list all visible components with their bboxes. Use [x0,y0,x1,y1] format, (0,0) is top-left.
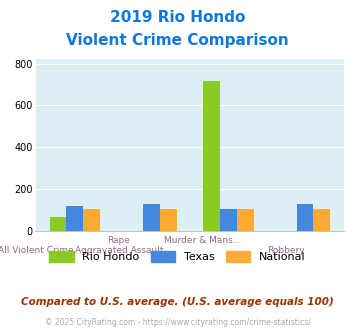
Legend: Rio Hondo, Texas, National: Rio Hondo, Texas, National [45,247,310,267]
Bar [296,204,313,231]
Bar [66,206,83,231]
Bar [160,209,177,231]
Text: 2019 Rio Hondo: 2019 Rio Hondo [110,10,245,25]
Text: Violent Crime Comparison: Violent Crime Comparison [66,33,289,48]
Bar [220,209,237,231]
Text: Rape: Rape [108,236,130,245]
Bar [203,82,220,231]
Text: All Violent Crime: All Violent Crime [0,246,73,255]
Text: Murder & Mans...: Murder & Mans... [164,236,241,245]
Text: Aggravated Assault: Aggravated Assault [75,246,163,255]
Bar [237,209,253,231]
Bar [143,204,160,231]
Text: Robbery: Robbery [267,246,305,255]
Text: Compared to U.S. average. (U.S. average equals 100): Compared to U.S. average. (U.S. average … [21,297,334,307]
Text: © 2025 CityRating.com - https://www.cityrating.com/crime-statistics/: © 2025 CityRating.com - https://www.city… [45,318,310,327]
Bar [50,217,66,231]
Bar [313,209,330,231]
Bar [83,209,100,231]
